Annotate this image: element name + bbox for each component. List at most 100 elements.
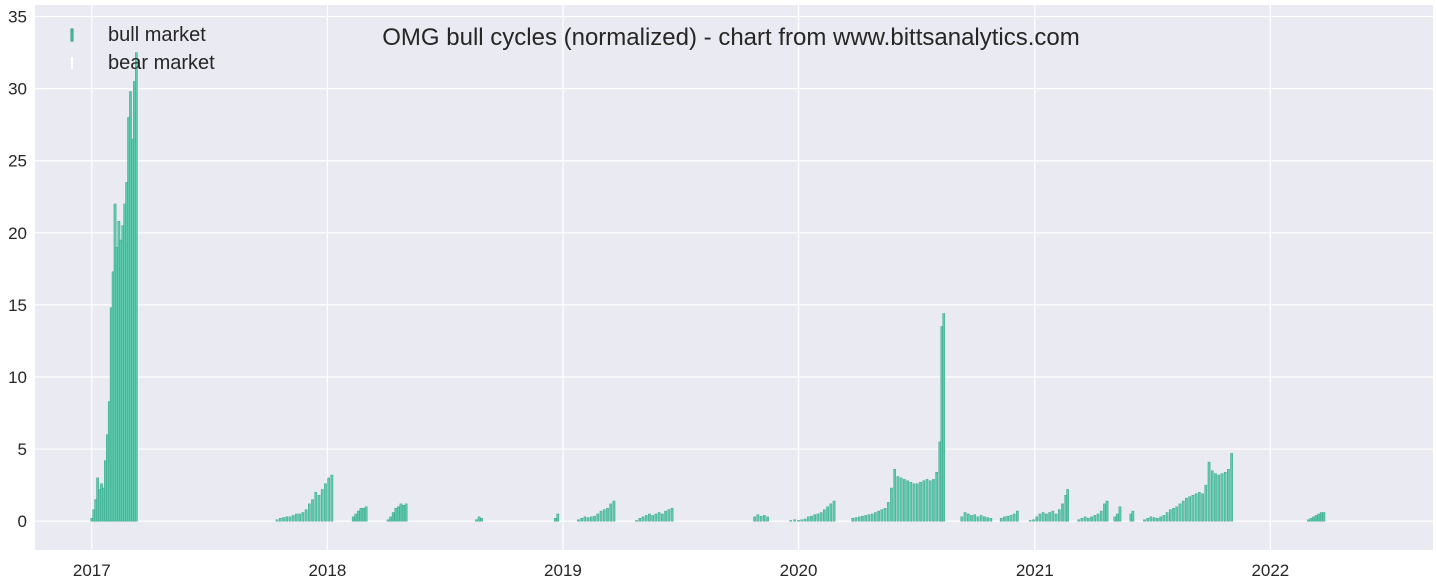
bull-market-bar	[282, 517, 285, 522]
bull-market-bar	[919, 482, 922, 522]
bull-market-bar	[638, 518, 642, 522]
bull-market-bar	[480, 518, 483, 522]
bull-market-bar	[976, 516, 980, 522]
bull-market-bar	[664, 510, 667, 522]
y-tick-label: 20	[8, 224, 27, 243]
bull-market-bar	[942, 313, 946, 522]
bull-market-bar	[330, 474, 334, 522]
bull-market-bar	[883, 507, 887, 522]
bull-market-bar	[983, 516, 986, 522]
bull-market-bar	[1188, 496, 1191, 522]
bull-market-bar	[596, 513, 600, 522]
bull-market-bar	[886, 502, 890, 522]
bull-market-bar	[394, 507, 398, 522]
bull-market-bar	[477, 516, 481, 522]
bull-market-bar	[922, 480, 926, 522]
bull-market-bar	[1207, 461, 1211, 522]
bull-market-bar	[1217, 474, 1221, 522]
legend-label-bull-market: bull market	[108, 24, 206, 46]
bull-market-bar	[1149, 516, 1153, 522]
bull-market-bar	[657, 512, 661, 522]
bull-market-bar	[553, 518, 557, 522]
bull-market-bar	[903, 479, 906, 522]
bull-market-bar	[1214, 473, 1217, 522]
bull-market-bar	[1146, 518, 1150, 522]
bull-market-bar	[973, 514, 977, 522]
bull-market-bar	[789, 520, 793, 522]
bull-market-bar	[793, 519, 796, 522]
bull-market-bar	[580, 518, 583, 522]
legend-swatch-bear-market	[71, 57, 73, 69]
y-tick-label: 15	[8, 296, 27, 315]
bull-market-bar	[800, 519, 804, 522]
bull-market-bar	[1113, 516, 1117, 522]
bull-market-bar	[399, 503, 403, 522]
bull-market-bar	[893, 469, 897, 522]
bull-market-bar	[311, 499, 314, 522]
bull-market-bar	[823, 509, 826, 522]
bull-market-bar	[966, 513, 970, 522]
tick-labels: 0 5 10 15 20 25 30 35 2017 2018 2019 2020 2021 2022	[8, 8, 1289, 580]
bull-market-bar	[867, 514, 871, 522]
x-tick-label: 2018	[308, 561, 346, 580]
bull-market-bar	[854, 517, 858, 522]
bull-market-bar	[602, 509, 606, 522]
x-tick-label: 2019	[544, 561, 582, 580]
bull-market-bar	[963, 512, 967, 522]
bull-market-bar	[864, 515, 867, 522]
bull-market-bar	[899, 477, 903, 522]
bull-market-bar	[1045, 513, 1048, 522]
bull-market-bar	[813, 514, 816, 522]
bull-market-bar	[909, 482, 913, 522]
bull-market-bar	[590, 516, 593, 522]
bull-market-bar	[970, 515, 973, 522]
bull-market-bar	[612, 500, 616, 522]
legend-label-bear-market: bear market	[108, 52, 215, 74]
bull-market-bar	[1312, 516, 1315, 522]
bull-market-bar	[1041, 512, 1045, 522]
bull-market-bar	[291, 515, 295, 522]
bull-market-bar	[912, 483, 916, 522]
bull-market-bar	[989, 518, 993, 522]
bull-market-bar	[877, 510, 880, 522]
bull-market-bar	[797, 520, 800, 522]
bull-market-bar	[1175, 506, 1179, 522]
bull-market-bar	[1028, 520, 1032, 522]
bull-market-bar	[1223, 471, 1227, 522]
bull-market-bar	[1201, 493, 1204, 522]
bull-market-bar	[1016, 510, 1019, 522]
bull-market-bar	[880, 509, 884, 522]
bull-market-bar	[906, 480, 909, 522]
chart-title: OMG bull cycles (normalized) - chart fro…	[382, 24, 1080, 51]
bull-market-bar	[1204, 484, 1208, 522]
bull-market-bar	[648, 513, 651, 522]
bull-market-bar	[357, 510, 360, 522]
bull-market-bar	[1105, 500, 1109, 522]
bull-market-bar	[635, 520, 638, 522]
bull-market-bar	[960, 516, 964, 522]
bull-market-bar	[1159, 516, 1162, 522]
bull-market-bar	[851, 518, 855, 522]
bull-market-bar	[661, 513, 664, 522]
bull-market-bar	[896, 476, 900, 522]
bull-market-bar	[606, 507, 609, 522]
bull-market-bar	[1080, 518, 1084, 522]
legend-swatch-bull-market	[70, 28, 74, 42]
bull-market-bar	[1099, 510, 1103, 522]
bull-market-bar	[1210, 470, 1214, 522]
bull-market-bar	[1152, 517, 1156, 522]
bull-market-bar	[803, 518, 807, 522]
y-tick-label: 10	[8, 368, 27, 387]
bull-market-bar	[1320, 512, 1323, 522]
bull-market-bar	[1191, 495, 1195, 522]
bull-market-bar	[766, 516, 769, 522]
bull-market-bar	[317, 495, 321, 522]
bull-market-bar	[935, 471, 938, 522]
bull-market-bar	[916, 483, 919, 522]
bull-market-bar	[1309, 518, 1313, 522]
bull-market-bar	[275, 519, 279, 522]
bull-market-bar	[753, 516, 756, 522]
y-tick-label: 0	[18, 512, 27, 531]
bull-market-bars	[90, 52, 1326, 522]
